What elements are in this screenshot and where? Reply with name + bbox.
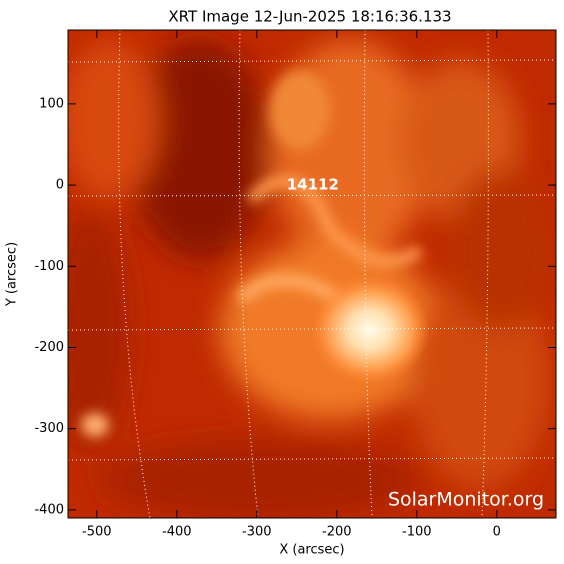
plot-frame [67, 29, 557, 519]
y-tick-label: 100 [39, 96, 64, 111]
heliographic-grid [68, 30, 556, 518]
x-tick-label: -300 [242, 525, 272, 540]
y-tick-label: -400 [34, 502, 64, 517]
y-tick-label: -100 [34, 259, 64, 274]
y-tick-label: -300 [34, 421, 64, 436]
x-tick-label: -100 [402, 525, 432, 540]
region-label: 14112 [287, 176, 339, 194]
solar-image: 14112 SolarMonitor.org [68, 30, 556, 518]
chart-title: XRT Image 12-Jun-2025 18:16:36.133 [168, 8, 451, 26]
x-tick-label: -500 [82, 525, 112, 540]
y-tick-label: -200 [34, 340, 64, 355]
x-tick-label: -400 [162, 525, 192, 540]
watermark: SolarMonitor.org [388, 489, 544, 511]
x-axis-label: X (arcsec) [279, 543, 344, 558]
y-axis-label: Y (arcsec) [5, 242, 20, 307]
x-tick-label: -200 [322, 525, 352, 540]
y-tick-label: 0 [56, 178, 64, 193]
x-tick-label: 0 [493, 525, 501, 540]
